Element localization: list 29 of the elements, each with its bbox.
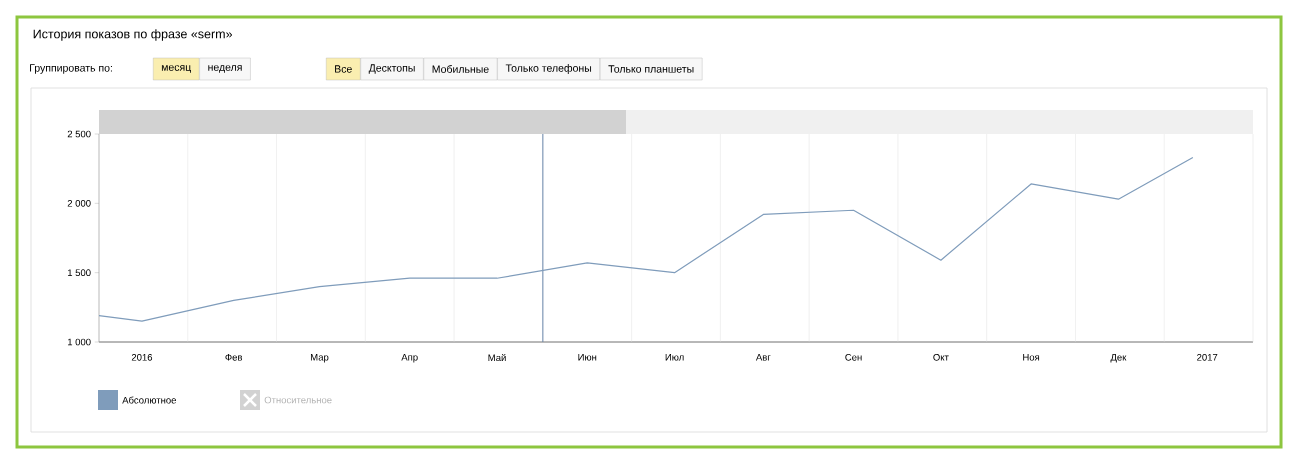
text: месяц [161, 65, 191, 73]
y-tick-label: 2 500 [67, 130, 91, 138]
x-tick-label: Авг [755, 353, 771, 361]
chart-title: История показов по фразе «serm» [33, 29, 233, 41]
x-tick-label: Ноя [1023, 353, 1040, 361]
y-tick-label: 1 000 [67, 338, 91, 346]
legend-label: Абсолютное [122, 396, 177, 404]
text: Группировать по: [30, 64, 112, 74]
text: Только планшеты [608, 65, 694, 73]
text: Мобильные [432, 65, 489, 73]
x-tick-label: Июл [665, 353, 684, 361]
text: неделя [208, 65, 242, 73]
x-tick-label: Мар [310, 353, 329, 363]
text: Десктопы [368, 64, 415, 74]
text: Относительное [264, 396, 332, 404]
x-tick-label: Дек [1110, 353, 1127, 363]
x-tick-label: Фев [225, 353, 243, 361]
line-series [98, 156, 1194, 322]
text: Только телефоны [505, 64, 592, 74]
y-tick-label: 1 500 [67, 269, 91, 277]
x-tick-label: Июн [578, 353, 597, 361]
x-tick-label: Окт [933, 353, 949, 361]
x-tick-label: 2017 [1197, 353, 1218, 361]
text: Все [335, 65, 352, 73]
x-tick-label: Сен [845, 353, 862, 361]
x-tick-label: 2016 [131, 353, 153, 361]
y-tick-label: 2 000 [67, 199, 91, 207]
x-tick-label: Апр [401, 353, 418, 363]
x-tick-label: Май [488, 353, 506, 362]
